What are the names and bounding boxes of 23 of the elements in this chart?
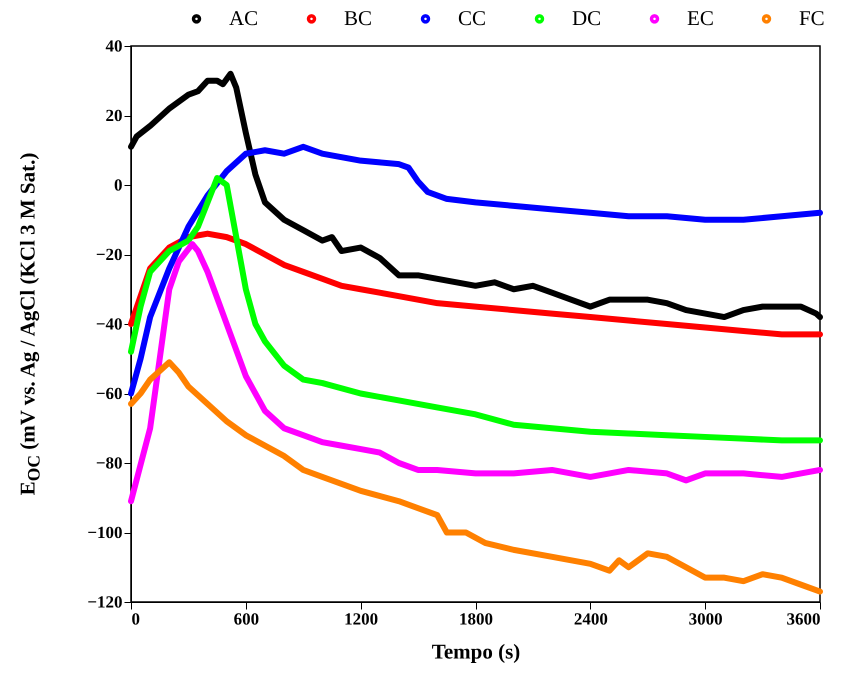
x-tick-label: 2400 <box>574 610 608 628</box>
legend-label: FC <box>799 6 825 30</box>
y-tick-label: −40 <box>96 314 122 334</box>
y-tick-label: 20 <box>106 106 122 125</box>
x-tick-label: 1800 <box>459 610 493 628</box>
x-tick-label: 600 <box>234 610 260 628</box>
y-tick-label: −120 <box>87 592 122 612</box>
x-tick-label: 0 <box>132 610 140 628</box>
x-axis-title: Tempo (s) <box>432 640 520 664</box>
x-tick-label: 1200 <box>344 610 378 628</box>
y-tick-label: −100 <box>87 523 122 542</box>
y-tick-label: −60 <box>96 384 122 403</box>
x-tick-label: 3600 <box>786 610 820 628</box>
y-tick-label: −20 <box>96 245 122 264</box>
y-tick-label: −80 <box>96 454 122 472</box>
legend-label: EC <box>687 6 714 30</box>
x-tick-label: 3000 <box>688 610 723 628</box>
legend-label: BC <box>344 6 372 30</box>
y-tick-label: 40 <box>106 36 122 56</box>
legend-label: CC <box>458 6 486 30</box>
legend-label: AC <box>229 6 258 30</box>
legend-label: DC <box>572 6 602 30</box>
y-tick-label: 0 <box>114 176 122 194</box>
